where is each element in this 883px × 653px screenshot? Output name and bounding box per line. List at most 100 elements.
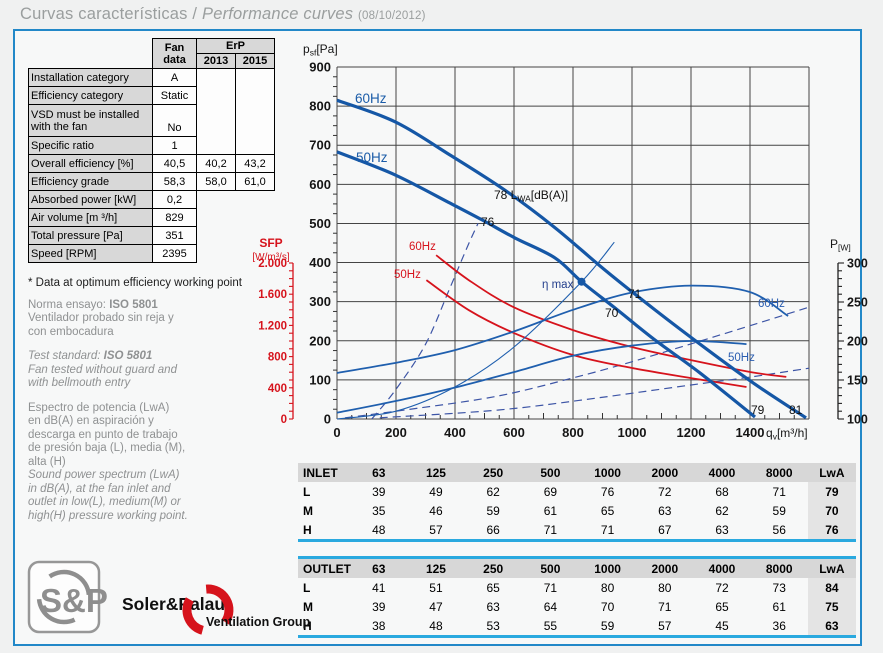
note-block: * Data at optimum efficiency working poi… — [28, 277, 242, 289]
svg-text:150: 150 — [847, 374, 868, 388]
svg-text:200: 200 — [309, 333, 331, 348]
svg-text:100: 100 — [309, 372, 331, 387]
table-row: Efficiency grade 58,3 58,0 61,0 — [28, 172, 275, 191]
chart-annotation: 71 — [628, 287, 642, 301]
table-row: Installation category A — [28, 68, 275, 155]
chart-annotation: 79 — [751, 403, 765, 417]
chart-annotation: 50Hz — [394, 269, 421, 281]
sfp-axis-unit: [W/m³/s] — [252, 252, 289, 263]
svg-text:1.200: 1.200 — [258, 320, 287, 332]
svg-text:900: 900 — [309, 60, 331, 75]
chart-annotation: 81 — [789, 403, 803, 417]
fan-data-header: Fan data — [152, 38, 197, 69]
chart-annotation: η max — [542, 279, 574, 291]
svg-text:250: 250 — [847, 296, 868, 310]
company-name: Soler&Palau — [122, 594, 225, 614]
page-title: Curvas características / Performance cur… — [20, 5, 426, 23]
svg-text:200: 200 — [385, 425, 407, 440]
svg-text:200: 200 — [847, 335, 868, 349]
sp-logo-text: S&P — [40, 582, 108, 619]
table-row: Efficiency category Static — [28, 86, 275, 105]
svg-text:400: 400 — [309, 255, 331, 270]
table-row: Overall efficiency [%] 40,5 40,2 43,2 — [28, 154, 275, 173]
svg-text:800: 800 — [309, 99, 331, 114]
curve-power-60hz — [336, 284, 789, 374]
svg-text:0: 0 — [281, 414, 287, 426]
chart-annotation: 76 — [481, 215, 495, 229]
chart-annotation: 70 — [605, 306, 619, 320]
table-row: H 48 57 66 71 71 67 63 56 76 — [298, 520, 856, 541]
svg-text:2.000: 2.000 — [258, 258, 287, 270]
table-row: Air volume [m ³/h] 829 — [28, 208, 275, 227]
table-row: Speed [RPM] 2395 — [28, 244, 275, 263]
table-row: VSD must be installed with the fan No — [28, 104, 275, 137]
sfp-axis-title: SFP — [259, 236, 282, 250]
sp-logo-arc-top — [48, 569, 92, 596]
curve-sfp-60hz — [435, 254, 787, 378]
svg-text:600: 600 — [309, 177, 331, 192]
svg-text:0: 0 — [333, 425, 340, 440]
curve-measurement-line — [371, 223, 479, 420]
svg-text:300: 300 — [309, 294, 331, 309]
svg-text:1400: 1400 — [736, 425, 765, 440]
curve-power-50hz — [336, 340, 747, 414]
table-row: L 39 49 62 69 76 72 68 71 79 — [298, 482, 856, 501]
svg-text:700: 700 — [309, 138, 331, 153]
company-logo: S&P Soler&Palau Ventilation Group — [27, 560, 311, 635]
group-name: Ventilation Group — [206, 615, 311, 629]
swoosh-arc-top — [205, 584, 234, 625]
svg-text:1200: 1200 — [677, 425, 706, 440]
note-block: Sound power spectrum (LwA) in dB(A), at … — [28, 469, 188, 522]
table-row: M 35 46 59 61 65 63 62 59 70 — [298, 501, 856, 520]
svg-text:400: 400 — [444, 425, 466, 440]
svg-text:1000: 1000 — [618, 425, 647, 440]
svg-text:0: 0 — [324, 412, 331, 427]
table-header-row: INLET 63 125 250 500 1000 2000 4000 8000 LwA — [298, 463, 856, 482]
sp-logo-arc-bottom — [36, 598, 76, 625]
best-efficiency-point — [577, 277, 586, 286]
table-row: Absorbed power [kW] 0,2 — [28, 190, 275, 209]
svg-text:400: 400 — [268, 383, 287, 395]
table-row: M 39 47 63 64 70 71 65 61 75 — [298, 597, 856, 616]
svg-text:600: 600 — [503, 425, 525, 440]
svg-text:300: 300 — [847, 257, 868, 271]
erp-2013-header: 2013 — [196, 53, 236, 69]
svg-text:100: 100 — [847, 413, 868, 427]
flow-axis-title: qv[m³/h] — [766, 426, 808, 442]
chart-annotation: 60Hz — [355, 91, 387, 106]
erp-header: ErP — [196, 38, 275, 54]
chart-annotation: 50Hz — [356, 150, 388, 165]
table-row: Total pressure [Pa] 351 — [28, 226, 275, 245]
chart-annotation: 60Hz — [409, 241, 436, 253]
svg-text:500: 500 — [309, 216, 331, 231]
table-row: H 38 48 53 55 59 57 45 36 63 — [298, 616, 856, 637]
note-block: Norma ensayo: ISO 5801 Ventilador probad… — [28, 298, 174, 338]
table-header-row: OUTLET 63 125 250 500 1000 2000 4000 8000 LwA — [298, 557, 856, 578]
title-es: Curvas características — [20, 5, 188, 23]
svg-text:1.600: 1.600 — [258, 289, 287, 301]
curve-pressure-50hz — [336, 150, 756, 419]
note-block: Test standard: ISO 5801 Fan tested witho… — [28, 350, 177, 389]
svg-text:800: 800 — [562, 425, 584, 440]
table-row: Specific ratio 1 — [28, 136, 275, 155]
pressure-axis-title: psf[Pa] — [303, 42, 338, 58]
title-date: (08/10/2012) — [358, 10, 426, 22]
curve-pressure-60hz — [336, 98, 807, 420]
note-block: Espectro de potencia (LwA) en dB(A) en a… — [28, 401, 186, 468]
chart-annotation: 60Hz — [758, 298, 785, 310]
inlet-sound-table: INLET 63 125 250 500 1000 2000 4000 8000 LwA L 39 49… — [298, 463, 856, 542]
fan-data-table: Fan data ErP 2013 2015 Installation cate… — [28, 38, 275, 263]
title-en: Performance curves — [201, 5, 354, 23]
performance-chart: 0 400 800 1.200 1.600 2.000 100 150 200 250 300 0 20… — [252, 42, 868, 442]
curve-lwa-contour-low — [344, 306, 810, 419]
swoosh-arc-bottom — [182, 597, 205, 635]
standards-notes: * Data at optimum efficiency working poi… — [28, 277, 268, 534]
chart-annotation: 50Hz — [728, 352, 755, 364]
power-axis-title: P[W] — [830, 237, 851, 253]
lwa-curve-label: 78 LWA[dB(A)] — [494, 188, 568, 204]
svg-text:800: 800 — [268, 352, 287, 364]
outlet-sound-table: OUTLET 63 125 250 500 1000 2000 4000 8000 LwA L 41 5… — [298, 556, 856, 638]
table-row: L 41 51 65 71 80 80 72 73 84 — [298, 578, 856, 597]
erp-2015-header: 2015 — [235, 53, 275, 69]
